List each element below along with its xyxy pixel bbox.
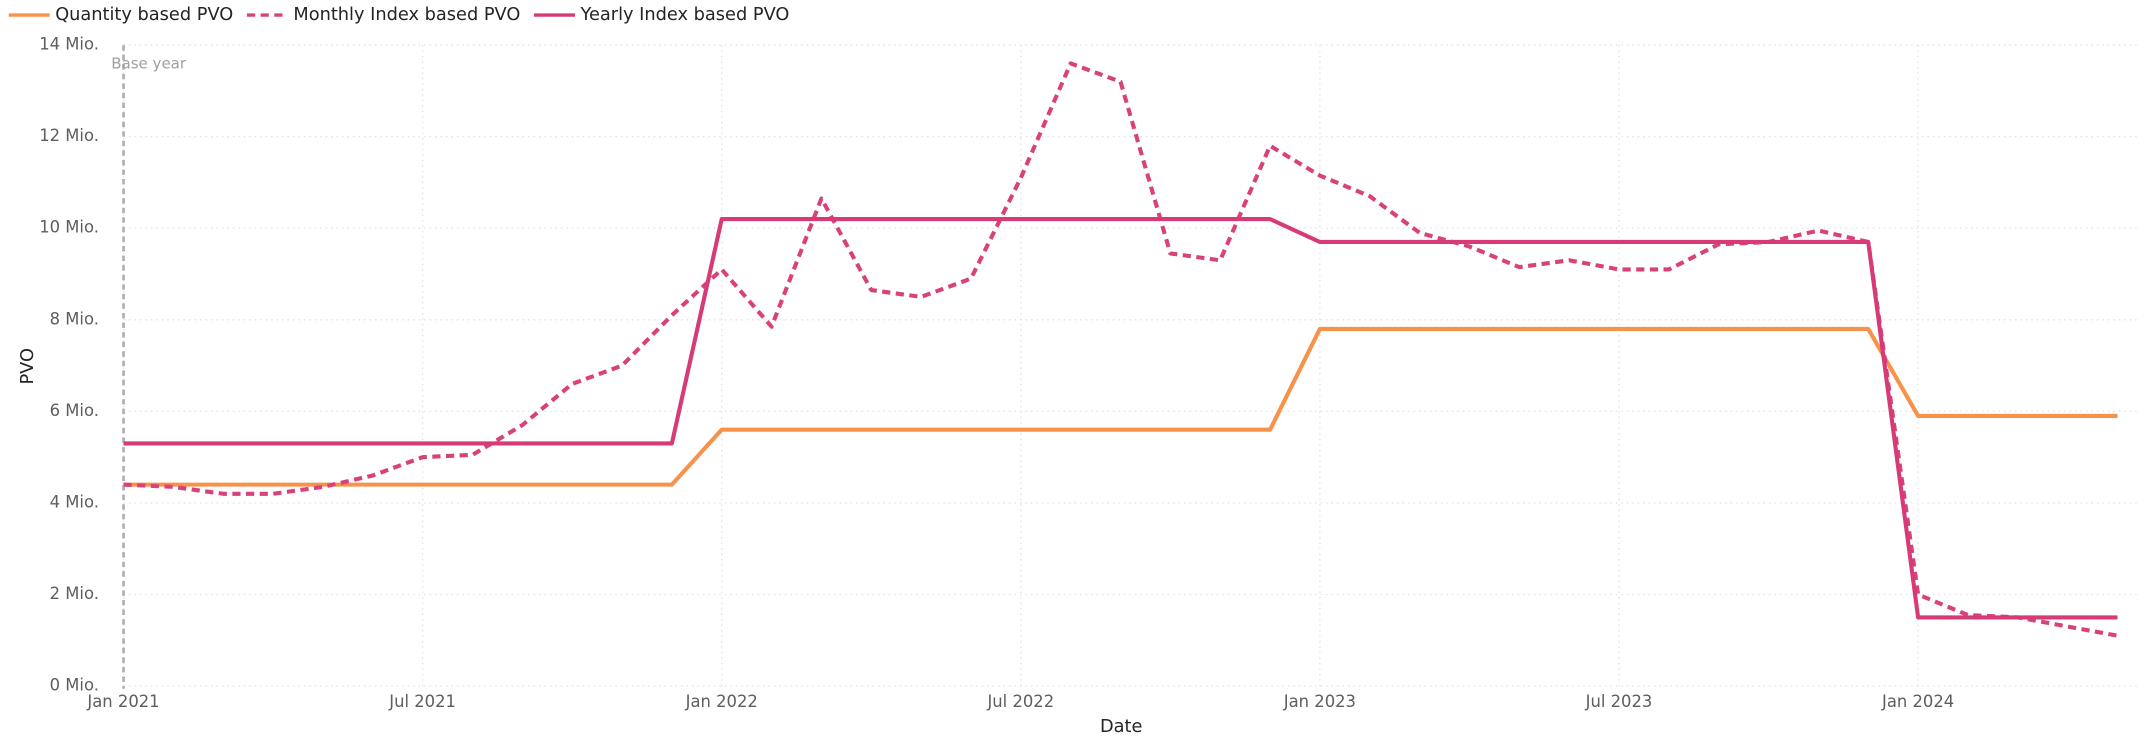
y-tick-label: 8 Mio. <box>50 309 99 328</box>
x-tick-label: Jul 2023 <box>1585 692 1653 711</box>
y-tick-label: 2 Mio. <box>50 584 99 603</box>
legend-label: Monthly Index based PVO <box>293 5 520 25</box>
y-tick-label: 0 Mio. <box>50 676 99 695</box>
x-tick-label: Jul 2022 <box>986 692 1054 711</box>
x-tick-label: Jan 2022 <box>685 692 758 711</box>
series-line <box>123 326 2118 487</box>
legend-label: Quantity based PVO <box>55 5 233 25</box>
x-tick-label: Jan 2021 <box>86 692 159 711</box>
y-tick-label: 14 Mio. <box>39 35 99 54</box>
y-tick-label: 6 Mio. <box>50 401 99 420</box>
x-tick-label: Jul 2021 <box>388 692 456 711</box>
annotation-label: Base year <box>111 55 187 73</box>
x-tick-label: Jan 2024 <box>1881 692 1954 711</box>
x-tick-label: Jan 2023 <box>1283 692 1356 711</box>
y-tick-label: 12 Mio. <box>39 126 99 145</box>
legend-label: Yearly Index based PVO <box>579 5 789 25</box>
y-axis-label: PVO <box>18 348 38 385</box>
series-line <box>123 217 2118 620</box>
x-axis-label: Date <box>1100 717 1142 737</box>
series-line <box>123 61 2118 638</box>
y-tick-label: 10 Mio. <box>39 218 99 237</box>
y-tick-label: 4 Mio. <box>50 492 99 511</box>
